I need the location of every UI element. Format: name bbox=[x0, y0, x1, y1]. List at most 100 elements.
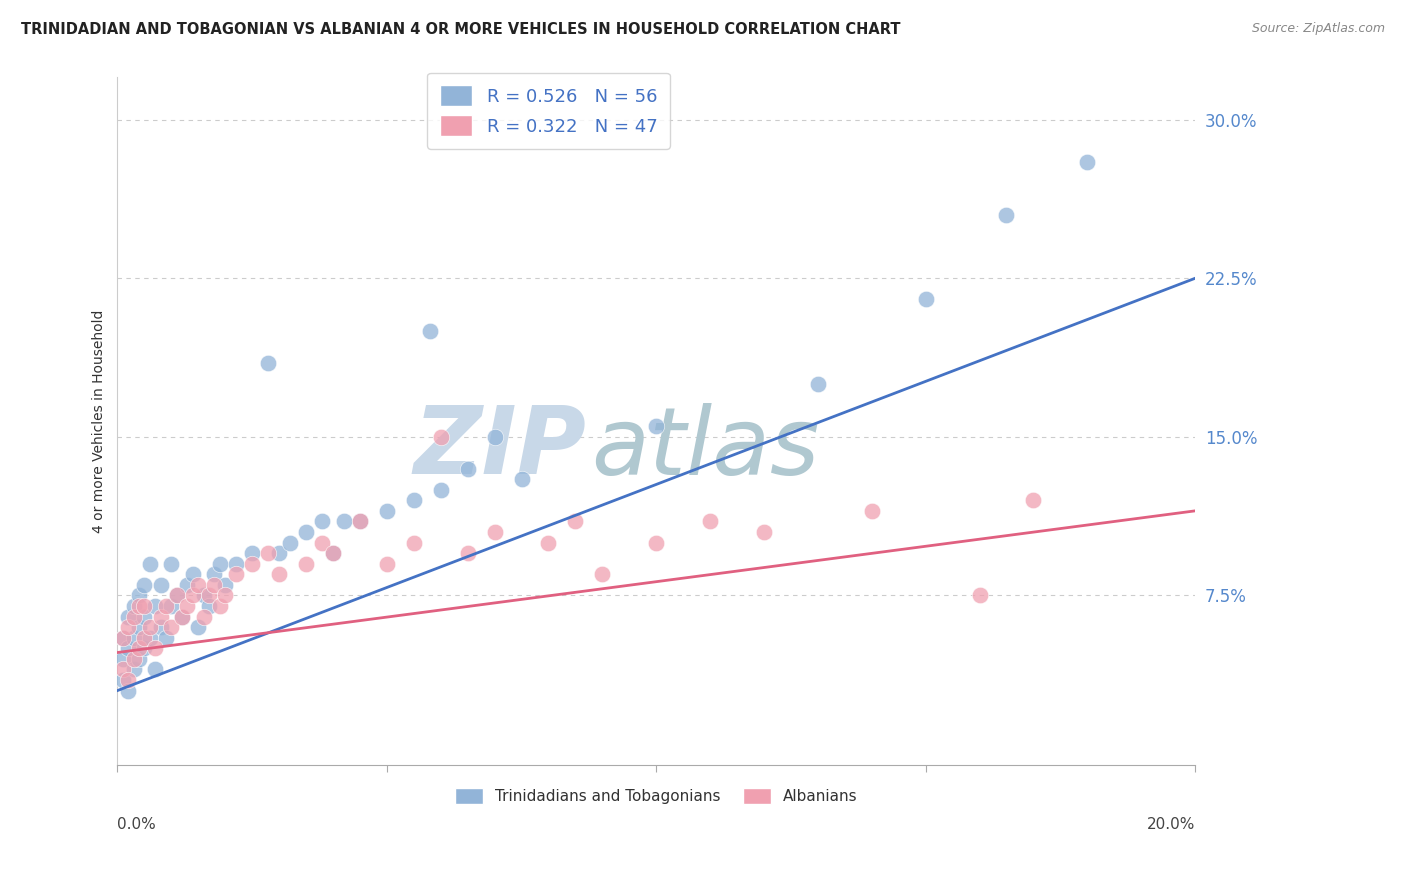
Point bbox=[122, 662, 145, 676]
Point bbox=[149, 620, 172, 634]
Point bbox=[181, 589, 204, 603]
Point bbox=[172, 609, 194, 624]
Point bbox=[160, 557, 183, 571]
Point bbox=[134, 641, 156, 656]
Point bbox=[111, 652, 134, 666]
Point bbox=[139, 620, 162, 634]
Point bbox=[143, 599, 166, 613]
Point bbox=[240, 557, 263, 571]
Point bbox=[484, 430, 506, 444]
Point bbox=[995, 208, 1018, 222]
Point bbox=[752, 524, 775, 539]
Point bbox=[111, 662, 134, 676]
Point bbox=[155, 599, 177, 613]
Point bbox=[564, 515, 586, 529]
Point bbox=[295, 557, 318, 571]
Point bbox=[166, 589, 188, 603]
Point bbox=[204, 567, 226, 582]
Point bbox=[332, 515, 354, 529]
Point bbox=[645, 419, 668, 434]
Point bbox=[176, 599, 198, 613]
Point bbox=[111, 631, 134, 645]
Point bbox=[134, 609, 156, 624]
Point bbox=[214, 589, 236, 603]
Point bbox=[429, 430, 451, 444]
Point bbox=[257, 356, 280, 370]
Point bbox=[537, 535, 560, 549]
Point bbox=[166, 589, 188, 603]
Point bbox=[240, 546, 263, 560]
Point bbox=[225, 567, 247, 582]
Point bbox=[143, 641, 166, 656]
Point bbox=[198, 589, 221, 603]
Point bbox=[117, 641, 139, 656]
Point bbox=[278, 535, 301, 549]
Point bbox=[160, 620, 183, 634]
Point bbox=[172, 609, 194, 624]
Point bbox=[322, 546, 344, 560]
Point bbox=[322, 546, 344, 560]
Point bbox=[419, 324, 441, 338]
Point bbox=[187, 578, 209, 592]
Point bbox=[267, 546, 290, 560]
Point bbox=[128, 652, 150, 666]
Point bbox=[139, 631, 162, 645]
Point bbox=[402, 493, 425, 508]
Point bbox=[645, 535, 668, 549]
Point bbox=[128, 641, 150, 656]
Point bbox=[267, 567, 290, 582]
Point bbox=[193, 589, 215, 603]
Point bbox=[375, 557, 398, 571]
Point bbox=[375, 504, 398, 518]
Point bbox=[214, 578, 236, 592]
Point bbox=[208, 557, 231, 571]
Point bbox=[117, 673, 139, 687]
Point bbox=[295, 524, 318, 539]
Point bbox=[402, 535, 425, 549]
Point bbox=[160, 599, 183, 613]
Point bbox=[225, 557, 247, 571]
Text: 20.0%: 20.0% bbox=[1147, 817, 1195, 832]
Point bbox=[122, 652, 145, 666]
Point bbox=[208, 599, 231, 613]
Point bbox=[969, 589, 991, 603]
Point bbox=[349, 515, 371, 529]
Point bbox=[311, 515, 333, 529]
Point bbox=[128, 589, 150, 603]
Point bbox=[591, 567, 613, 582]
Text: atlas: atlas bbox=[592, 403, 820, 494]
Point bbox=[122, 599, 145, 613]
Point bbox=[1076, 155, 1098, 169]
Point bbox=[128, 620, 150, 634]
Point bbox=[311, 535, 333, 549]
Point bbox=[187, 620, 209, 634]
Point bbox=[510, 472, 533, 486]
Point bbox=[117, 620, 139, 634]
Y-axis label: 4 or more Vehicles in Household: 4 or more Vehicles in Household bbox=[93, 310, 107, 533]
Text: ZIP: ZIP bbox=[413, 402, 586, 494]
Point bbox=[457, 461, 479, 475]
Point bbox=[699, 515, 721, 529]
Point bbox=[122, 631, 145, 645]
Point bbox=[139, 557, 162, 571]
Text: Source: ZipAtlas.com: Source: ZipAtlas.com bbox=[1251, 22, 1385, 36]
Point bbox=[134, 599, 156, 613]
Point bbox=[914, 293, 936, 307]
Point bbox=[457, 546, 479, 560]
Point bbox=[111, 631, 134, 645]
Text: TRINIDADIAN AND TOBAGONIAN VS ALBANIAN 4 OR MORE VEHICLES IN HOUSEHOLD CORRELATI: TRINIDADIAN AND TOBAGONIAN VS ALBANIAN 4… bbox=[21, 22, 901, 37]
Point bbox=[193, 609, 215, 624]
Point bbox=[484, 524, 506, 539]
Point bbox=[117, 683, 139, 698]
Point bbox=[134, 578, 156, 592]
Point bbox=[429, 483, 451, 497]
Point bbox=[181, 567, 204, 582]
Point bbox=[111, 673, 134, 687]
Point bbox=[860, 504, 883, 518]
Text: 0.0%: 0.0% bbox=[118, 817, 156, 832]
Legend: Trinidadians and Tobagonians, Albanians: Trinidadians and Tobagonians, Albanians bbox=[447, 780, 865, 812]
Point bbox=[143, 662, 166, 676]
Point bbox=[807, 376, 830, 391]
Point bbox=[204, 578, 226, 592]
Point bbox=[155, 631, 177, 645]
